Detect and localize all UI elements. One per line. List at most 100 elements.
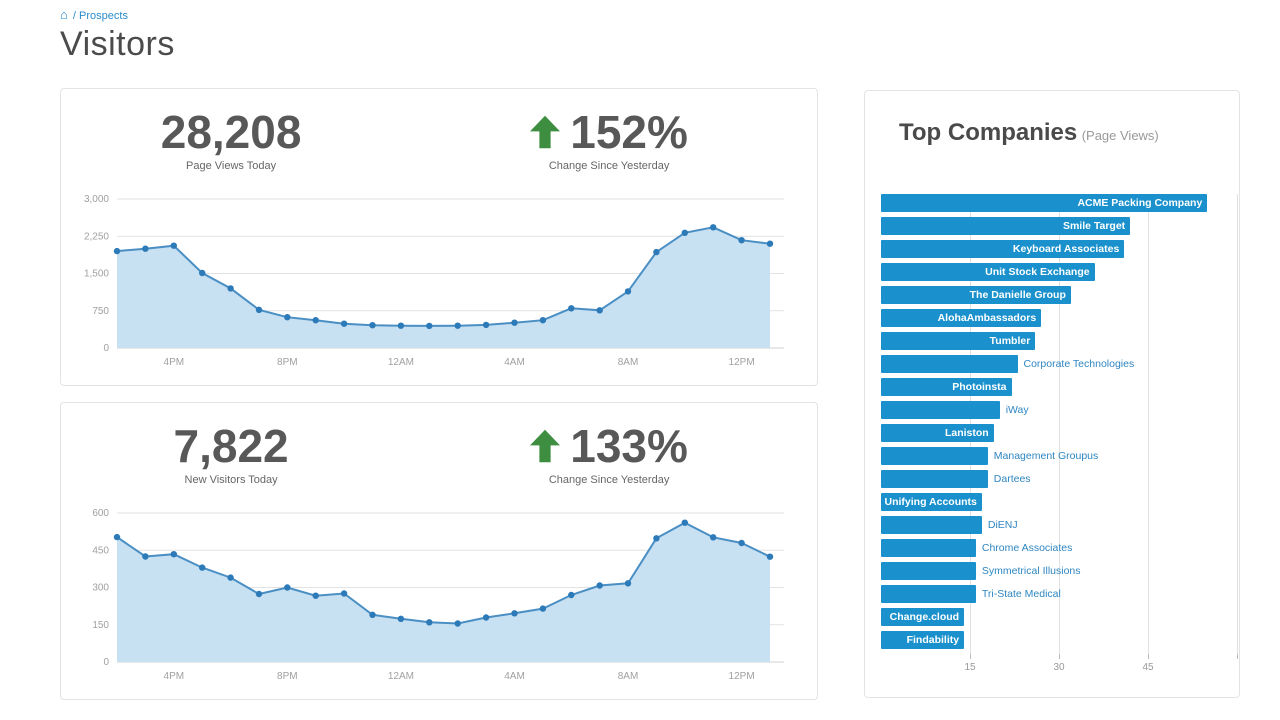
company-bar[interactable] [881, 585, 976, 603]
company-bar[interactable] [881, 240, 1125, 258]
company-bar[interactable] [881, 631, 965, 649]
home-icon[interactable]: ⌂ [60, 7, 68, 22]
data-point[interactable] [710, 534, 717, 541]
company-bar-row: Chrome Associates [881, 539, 1237, 557]
y-axis-tick-label: 0 [103, 657, 109, 668]
x-axis-tick-label: 4PM [164, 357, 185, 368]
x-axis-tick-label: 4PM [164, 671, 185, 682]
area-fill [117, 227, 770, 348]
data-point[interactable] [369, 322, 376, 329]
data-point[interactable] [454, 620, 461, 627]
data-point[interactable] [681, 229, 688, 236]
company-bar[interactable] [881, 194, 1208, 212]
data-line [116, 226, 771, 327]
x-axis-tick-label: 8PM [277, 671, 298, 682]
breadcrumb-link-prospects[interactable]: / Prospects [72, 10, 128, 22]
new-visitors-value: 7,822 [173, 420, 289, 472]
company-bar-row: Unifying Accounts [881, 493, 1237, 511]
page-views-stat: 28,208 Page Views Today [61, 107, 401, 172]
data-point[interactable] [255, 306, 263, 313]
data-point[interactable] [426, 619, 433, 626]
data-point[interactable] [766, 553, 774, 560]
data-point[interactable] [255, 590, 263, 598]
company-bar-label: Management Groupus [993, 450, 1099, 462]
company-bar-row: Change.cloud [881, 608, 1237, 626]
company-bar[interactable] [881, 309, 1042, 327]
data-point[interactable] [738, 539, 745, 547]
company-bar-label: Corporate Technologies [1023, 358, 1135, 370]
data-point[interactable] [170, 242, 177, 249]
company-bar-row: Tri-State Medical [881, 585, 1237, 603]
data-point[interactable] [397, 615, 405, 622]
data-point[interactable] [710, 224, 717, 231]
data-point[interactable] [511, 319, 518, 326]
company-bar-row: Smile Target [881, 217, 1237, 235]
data-point[interactable] [511, 610, 518, 617]
company-bar[interactable] [881, 516, 982, 534]
company-bar[interactable] [881, 539, 976, 557]
data-point[interactable] [624, 288, 632, 295]
up-arrow-icon [530, 115, 561, 149]
data-point[interactable] [369, 611, 376, 618]
data-point[interactable] [312, 317, 319, 324]
data-point[interactable] [340, 590, 348, 597]
data-point[interactable] [653, 535, 660, 542]
data-point[interactable] [426, 322, 433, 330]
company-bar-row: Dartees [881, 470, 1237, 488]
data-point[interactable] [539, 317, 547, 324]
company-bar-label: The Danielle Group [969, 289, 1066, 301]
company-bar[interactable] [881, 286, 1071, 304]
data-point[interactable] [596, 582, 603, 589]
data-point[interactable] [284, 314, 291, 321]
company-bar[interactable] [881, 378, 1012, 396]
company-bar[interactable] [881, 263, 1095, 281]
company-bar[interactable] [881, 401, 1000, 419]
data-point[interactable] [596, 307, 603, 314]
x-axis-tick [970, 654, 971, 659]
x-axis-tick-label: 8AM [618, 671, 639, 682]
data-point[interactable] [142, 553, 149, 560]
data-point[interactable] [653, 248, 660, 256]
company-bar[interactable] [881, 470, 988, 488]
data-point[interactable] [539, 605, 547, 612]
data-point[interactable] [284, 584, 291, 591]
data-point[interactable] [340, 320, 348, 327]
page-views-change-label: Change Since Yesterday [548, 160, 670, 172]
company-bar[interactable] [881, 424, 994, 442]
data-point[interactable] [312, 592, 319, 599]
data-point[interactable] [227, 285, 234, 292]
company-bar[interactable] [881, 447, 988, 465]
y-axis-tick-label: 2,250 [84, 231, 109, 242]
company-bar[interactable] [881, 562, 976, 580]
company-bar[interactable] [881, 355, 1018, 373]
data-point[interactable] [624, 580, 632, 587]
data-point[interactable] [199, 269, 206, 277]
company-bar-row: Symmetrical Illusions [881, 562, 1237, 580]
company-bar[interactable] [881, 332, 1036, 350]
x-axis-tick-label: 30 [1053, 662, 1065, 673]
data-point[interactable] [142, 245, 149, 252]
data-point[interactable] [397, 322, 405, 329]
company-bar-label: Dartees [993, 473, 1031, 485]
page-views-change-value: 152% [570, 106, 688, 158]
data-point[interactable] [113, 247, 121, 255]
page-views-card: 28,208 Page Views Today 152% Change Sinc… [60, 88, 818, 386]
data-point[interactable] [454, 322, 461, 329]
data-point[interactable] [738, 237, 745, 244]
data-point[interactable] [482, 614, 490, 621]
data-point[interactable] [568, 591, 575, 599]
data-point[interactable] [482, 321, 490, 329]
company-bar[interactable] [881, 493, 982, 511]
new-visitors-stat: 7,822 New Visitors Today [61, 421, 401, 486]
data-point[interactable] [113, 533, 121, 541]
data-point[interactable] [199, 564, 206, 571]
data-point[interactable] [227, 574, 234, 581]
x-axis-tick-label: 8PM [277, 357, 298, 368]
data-point[interactable] [681, 519, 688, 526]
company-bar-label: Tumbler [989, 335, 1031, 347]
company-bar[interactable] [881, 217, 1131, 235]
data-point[interactable] [568, 305, 575, 312]
data-point[interactable] [170, 551, 177, 558]
data-point[interactable] [766, 240, 774, 247]
company-bar[interactable] [881, 608, 965, 626]
